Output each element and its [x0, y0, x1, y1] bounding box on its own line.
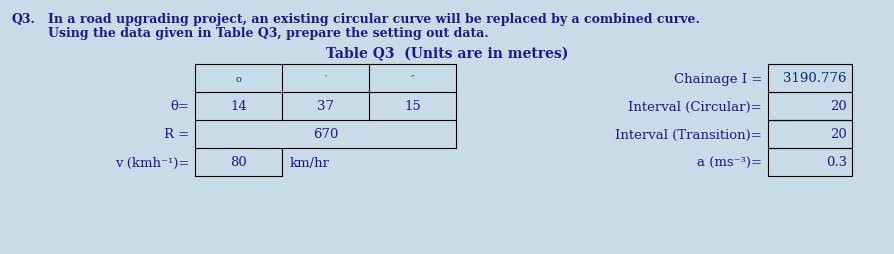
Text: Interval (Circular)=: Interval (Circular)=: [628, 100, 762, 113]
Text: a (ms⁻³)=: a (ms⁻³)=: [697, 156, 762, 169]
Text: 670: 670: [313, 128, 338, 141]
Text: o: o: [235, 74, 241, 83]
Text: R =: R =: [164, 128, 189, 141]
Text: ′: ′: [325, 74, 326, 83]
Bar: [768, 93, 852, 121]
Text: In a road upgrading project, an existing circular curve will be replaced by a co: In a road upgrading project, an existing…: [48, 13, 700, 26]
Text: 20: 20: [831, 128, 847, 141]
Text: 80: 80: [230, 156, 247, 169]
Text: v (kmh⁻¹)=: v (kmh⁻¹)=: [114, 156, 189, 169]
Text: ″: ″: [410, 74, 414, 83]
Text: 20: 20: [831, 100, 847, 113]
Text: Interval (Transition)=: Interval (Transition)=: [615, 128, 762, 141]
Text: 15: 15: [404, 100, 421, 113]
Bar: [768, 65, 852, 93]
Text: Table Q3  (Units are in metres): Table Q3 (Units are in metres): [325, 47, 569, 61]
Text: Using the data given in Table Q3, prepare the setting out data.: Using the data given in Table Q3, prepar…: [48, 27, 489, 40]
Bar: [768, 148, 852, 176]
Text: θ=: θ=: [170, 100, 189, 113]
Text: 14: 14: [230, 100, 247, 113]
Text: 37: 37: [317, 100, 334, 113]
Text: Q3.: Q3.: [12, 13, 36, 26]
Bar: [768, 121, 852, 148]
Text: Chainage I =: Chainage I =: [673, 72, 762, 85]
Text: 3190.776: 3190.776: [783, 72, 847, 85]
Text: km/hr: km/hr: [290, 156, 330, 169]
Text: 0.3: 0.3: [826, 156, 847, 169]
